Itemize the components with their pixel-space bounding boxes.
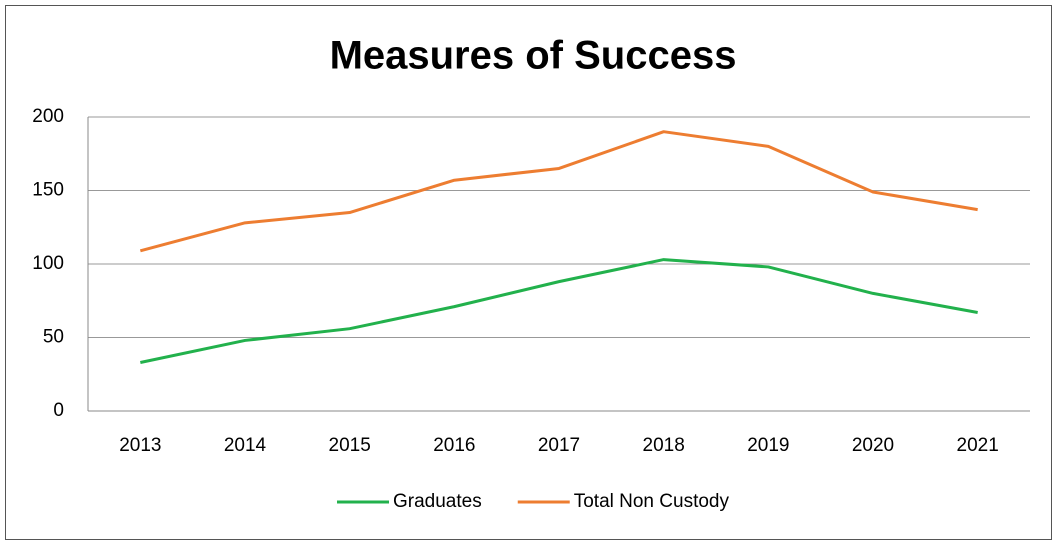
legend-label: Total Non Custody [574,491,730,512]
x-tick-label: 2015 [329,435,371,456]
x-tick-label: 2014 [224,435,267,456]
y-tick-label: 0 [53,400,64,421]
x-tick-label: 2020 [852,435,894,456]
x-tick-label: 2013 [119,435,161,456]
x-tick-label: 2017 [538,435,580,456]
y-tick-label: 150 [32,180,64,201]
chart-border [5,5,1052,540]
y-tick-label: 100 [32,253,64,274]
chart-title: Measures of Success [330,34,737,78]
y-tick-label: 50 [43,327,64,348]
x-tick-label: 2019 [747,435,789,456]
x-tick-label: 2021 [957,435,999,456]
x-tick-label: 2016 [433,435,475,456]
y-tick-label: 200 [32,106,64,127]
series-line [139,130,978,253]
legend-label: Graduates [393,491,482,512]
series-line [140,258,978,364]
x-tick-label: 2018 [643,435,685,456]
